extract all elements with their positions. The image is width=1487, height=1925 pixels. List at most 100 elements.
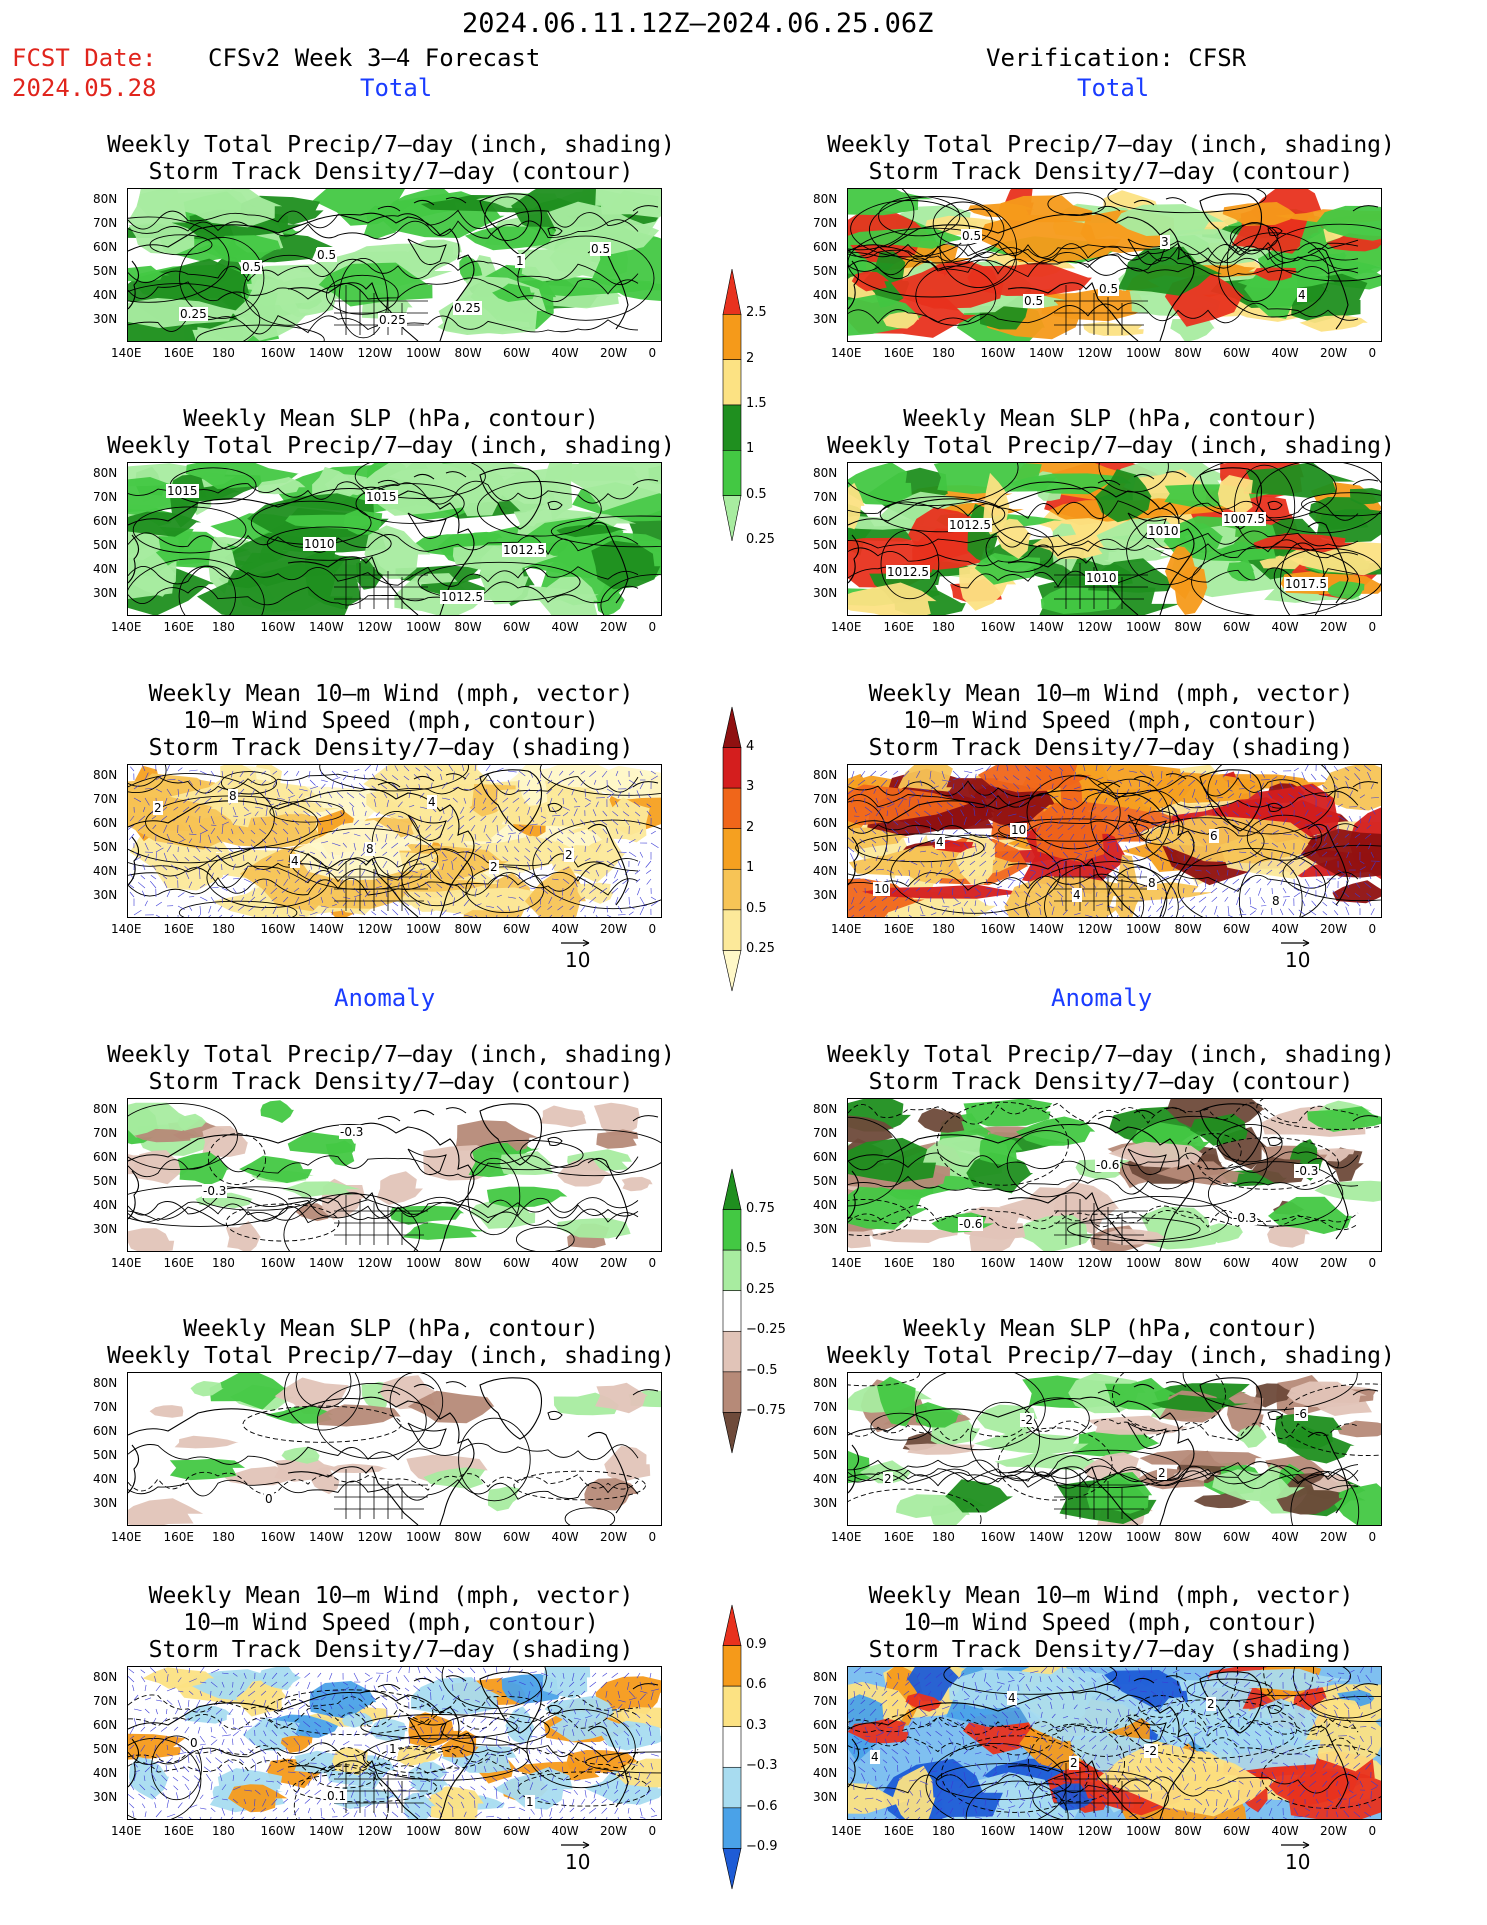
left-model-title: CFSv2 Week 3–4 Forecast [208,44,541,72]
lon-tick-label: 0 [648,346,657,360]
map-plot-area: -0.3 -0.6 -0.6 -0.3 [847,1098,1382,1252]
lon-tick-label: 20W [600,1530,628,1544]
contour-label: 1010 [1085,571,1118,585]
lat-tick-label: 30N [813,586,838,600]
contour-label: 4 [1072,888,1082,902]
map-plot-area: 0.5 3 4 0.5 0.5 [847,188,1382,342]
lat-tick-label: 80N [813,466,838,480]
lon-tick-label: 60W [1223,1530,1251,1544]
lon-tick-label: 40W [551,1530,579,1544]
panel-title-line: Storm Track Density/7–day (contour) [868,159,1354,185]
contour-label: 1012.5 [440,590,484,604]
contour-label: 4 [935,835,945,849]
colorbar-label: 2 [746,350,755,366]
contour-label: 2 [1157,1466,1167,1480]
lon-tick-label: 20W [600,620,628,634]
lat-tick-label: 70N [93,216,118,230]
lon-tick-label: 20W [1320,1824,1348,1838]
contour-label: 2 [883,1472,893,1486]
lon-tick-label: 140W [309,1530,344,1544]
lon-tick-label: 140E [831,1256,862,1270]
lat-tick-label: 50N [93,538,118,552]
lat-tick-label: 60N [93,1718,118,1732]
lon-tick-label: 180 [932,620,955,634]
map-plot-area: 2 2 4 4 -2 [847,1666,1382,1820]
lon-tick-label: 60W [1223,346,1251,360]
contour-label: -0.3 [202,1184,228,1198]
contour-label: 1 [388,1742,398,1756]
lon-tick-label: 80W [454,620,482,634]
lat-tick-label: 30N [93,586,118,600]
lat-tick-label: 80N [813,1102,838,1116]
panel-title-line: Weekly Total Precip/7–day (inch, shading… [107,433,675,459]
lat-tick-label: 40N [813,1198,838,1212]
lat-tick-label: 50N [813,538,838,552]
lon-tick-label: 160W [260,922,296,936]
lat-tick-label: 30N [813,312,838,326]
reference-vector-label: 10 [565,1850,591,1874]
lon-tick-label: 160W [260,1824,296,1838]
colorbar-label: 0.5 [746,900,767,916]
lon-tick-label: 40W [551,1824,579,1838]
lat-tick-label: 80N [813,768,838,782]
lat-tick-label: 30N [93,1222,118,1236]
lon-tick-label: 140E [831,620,862,634]
panel-title-line: Storm Track Density/7–day (shading) [868,735,1354,761]
contour-label: 2 [489,860,499,874]
panel-title: Weekly Mean 10–m Wind (mph, vector) 10–m … [81,1583,701,1664]
lat-tick-label: 70N [813,216,838,230]
panel-title-line: Weekly Total Precip/7–day (inch, shading… [827,1042,1395,1068]
contour-label: 3 [1160,235,1170,249]
contour-label: 0.5 [961,229,983,243]
contour-label: 1015 [166,484,199,498]
contour-label: 2 [153,801,163,815]
contour-label: 0.25 [179,307,208,321]
lon-tick-label: 160W [980,1530,1016,1544]
lon-tick-label: 140W [309,346,344,360]
lon-tick-label: 20W [1320,620,1348,634]
lon-tick-label: 100W [1126,1256,1161,1270]
section-anomaly-left: Anomaly [334,984,436,1012]
contour-label: -0.6 [1095,1158,1121,1172]
contour-label: 8 [1271,894,1281,908]
lon-tick-label: 40W [551,346,579,360]
map-plot-area: 0.5 0.25 1 0.25 0.5 0.25 0.5 [127,188,662,342]
contour-label: 0 [189,1736,199,1750]
lon-tick-label: 140W [1029,620,1064,634]
lon-tick-label: 60W [1223,1824,1251,1838]
colorbar-precip-anomaly [722,1168,742,1458]
lat-tick-label: 70N [813,1694,838,1708]
lon-tick-label: 40W [1271,1256,1299,1270]
contour-label: -0.3 [339,1125,365,1139]
lat-tick-label: 40N [93,1766,118,1780]
lat-tick-label: 70N [813,1400,838,1414]
contour-label: 1015 [365,490,398,504]
lon-tick-label: 100W [406,620,441,634]
lon-tick-label: 0 [1368,922,1377,936]
lat-tick-label: 50N [93,264,118,278]
lon-tick-label: 180 [932,1824,955,1838]
lon-tick-label: 140W [1029,1530,1064,1544]
lon-tick-label: 100W [406,1256,441,1270]
lon-tick-label: 80W [454,1530,482,1544]
lon-tick-label: 40W [551,620,579,634]
lon-tick-label: 160W [980,346,1016,360]
lon-tick-label: 0 [648,620,657,634]
contour-label: 8 [1147,876,1157,890]
panel-title-line: Storm Track Density/7–day (shading) [148,735,634,761]
panel-title: Weekly Total Precip/7–day (inch, shading… [801,1042,1421,1096]
lon-tick-label: 180 [212,620,235,634]
lon-tick-label: 100W [1126,346,1161,360]
contour-label: 1012.5 [948,518,992,532]
lon-tick-label: 80W [454,346,482,360]
lon-tick-label: 20W [600,922,628,936]
lat-tick-label: 50N [813,1742,838,1756]
contour-label: 0.25 [378,313,407,327]
contour-label: 4 [1297,288,1307,302]
right-model-title: Verification: CFSR [986,44,1247,72]
panel-title-line: Weekly Total Precip/7–day (inch, shading… [827,132,1395,158]
contour-label: 2 [1069,1756,1079,1770]
contour-label: 10 [873,882,891,896]
panel-title-line: Weekly Mean SLP (hPa, contour) [903,406,1319,432]
lon-tick-label: 20W [1320,1530,1348,1544]
